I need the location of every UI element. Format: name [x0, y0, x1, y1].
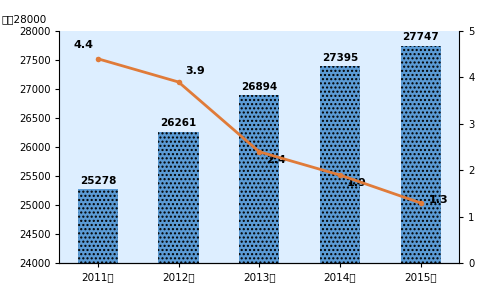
Bar	[78, 189, 118, 288]
Text: 4.4: 4.4	[73, 40, 94, 50]
Text: 27747: 27747	[402, 32, 439, 42]
Text: 1.9: 1.9	[347, 178, 366, 188]
Text: 25278: 25278	[80, 176, 116, 186]
Bar	[400, 46, 441, 288]
Text: 2.4: 2.4	[266, 155, 286, 165]
Text: 万人28000: 万人28000	[1, 14, 47, 24]
Text: 27395: 27395	[322, 52, 358, 62]
Text: 1.3: 1.3	[429, 195, 448, 205]
Text: 3.9: 3.9	[185, 67, 205, 76]
Bar	[320, 66, 360, 288]
Text: 26261: 26261	[160, 118, 197, 128]
Text: 26894: 26894	[241, 82, 277, 92]
Bar	[158, 132, 199, 288]
Bar	[239, 95, 279, 288]
